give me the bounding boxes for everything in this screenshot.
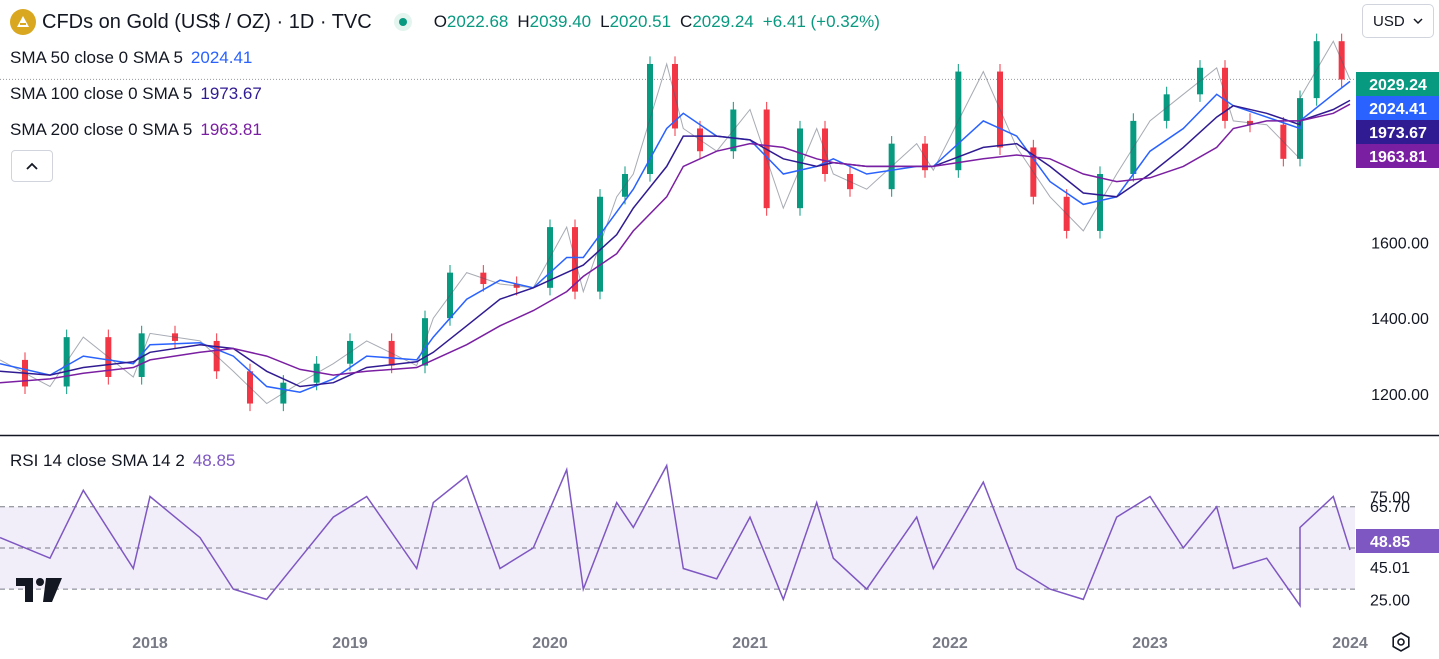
sma200-legend[interactable]: SMA 200 close 0 SMA 5 1963.81 xyxy=(10,120,262,140)
price-label-bg xyxy=(1356,96,1439,120)
sma50-label: SMA 50 close 0 SMA 5 xyxy=(10,48,183,67)
rsi-value-text: 48.85 xyxy=(1370,534,1410,551)
price-label-text: 2024.41 xyxy=(1369,101,1427,118)
rsi-value-text: 45.01 xyxy=(1370,560,1410,577)
time-axis-tick: 2023 xyxy=(1132,635,1168,652)
price-label: 1963.81 xyxy=(1356,144,1439,168)
price-label: 2029.24 xyxy=(1356,72,1439,96)
currency-select[interactable]: USD xyxy=(1362,4,1434,38)
sma100-value: 1973.67 xyxy=(200,84,262,103)
time-axis-tick: 2021 xyxy=(732,635,768,652)
rsi-value: 48.85 xyxy=(192,451,236,470)
sma100-legend[interactable]: SMA 100 close 0 SMA 5 1973.67 xyxy=(10,84,262,104)
rsi-axis-tick: 75.00 xyxy=(1370,489,1410,506)
price-label-bg xyxy=(1356,120,1439,144)
price-label-text: 1973.67 xyxy=(1369,125,1427,142)
rsi-axis-tick: 25.00 xyxy=(1370,592,1410,609)
price-label-text: 2029.24 xyxy=(1369,77,1427,94)
price-axis-tick: 1600.00 xyxy=(1371,235,1429,252)
live-status-icon xyxy=(393,13,412,31)
collapse-legend-button[interactable] xyxy=(11,150,53,182)
rsi-value-bg xyxy=(1356,529,1439,553)
price-label-bg xyxy=(1356,144,1439,168)
ohlc-open: O2022.68 xyxy=(433,12,509,31)
time-axis-tick: 2018 xyxy=(132,635,168,652)
time-axis-tick: 2020 xyxy=(532,635,568,652)
time-axis-tick: 2022 xyxy=(932,635,968,652)
rsi-label: RSI 14 close SMA 14 2 xyxy=(10,451,185,470)
chart-header: CFDs on Gold (US$ / OZ) · 1D · TVC O2022… xyxy=(10,8,880,36)
price-change: +6.41 (+0.32%) xyxy=(762,12,880,31)
rsi-value-label: 48.85 xyxy=(1356,529,1439,553)
rsi-line xyxy=(0,463,1351,608)
sma-line-2 xyxy=(0,103,1351,384)
sma-line-0 xyxy=(0,80,1351,393)
settings-icon[interactable] xyxy=(1390,631,1412,653)
sma200-label: SMA 200 close 0 SMA 5 xyxy=(10,120,193,139)
price-label-text: 1963.81 xyxy=(1369,149,1427,166)
ohlc-close: C2029.24 xyxy=(680,12,754,31)
gold-logo-icon xyxy=(10,9,36,35)
currency-value: USD xyxy=(1373,12,1405,30)
sma50-value: 2024.41 xyxy=(190,48,253,67)
tradingview-logo-icon[interactable] xyxy=(16,578,62,602)
price-axis-tick: 1400.00 xyxy=(1371,311,1429,328)
chevron-up-icon xyxy=(26,162,38,170)
rsi-value-text: 65.70 xyxy=(1370,499,1410,516)
sma100-label: SMA 100 close 0 SMA 5 xyxy=(10,84,193,103)
sma-line-1 xyxy=(0,99,1351,388)
rsi-legend[interactable]: RSI 14 close SMA 14 2 48.85 xyxy=(10,451,235,471)
sma50-legend[interactable]: SMA 50 close 0 SMA 5 2024.41 xyxy=(10,48,252,68)
time-axis-tick: 2024 xyxy=(1332,635,1368,652)
ohlc-high: H2039.40 xyxy=(517,12,592,31)
price-label: 2024.41 xyxy=(1356,96,1439,120)
sma200-value: 1963.81 xyxy=(200,120,262,139)
price-axis-tick: 1200.00 xyxy=(1371,387,1429,404)
symbol-title[interactable]: CFDs on Gold (US$ / OZ) · 1D · TVC xyxy=(42,10,372,33)
time-axis-tick: 2019 xyxy=(332,635,368,652)
price-label-bg xyxy=(1356,72,1439,96)
price-close-line xyxy=(0,40,1351,405)
price-label: 1973.67 xyxy=(1356,120,1439,144)
ohlc-low: L2020.51 xyxy=(600,12,672,31)
chevron-down-icon xyxy=(1413,18,1423,25)
